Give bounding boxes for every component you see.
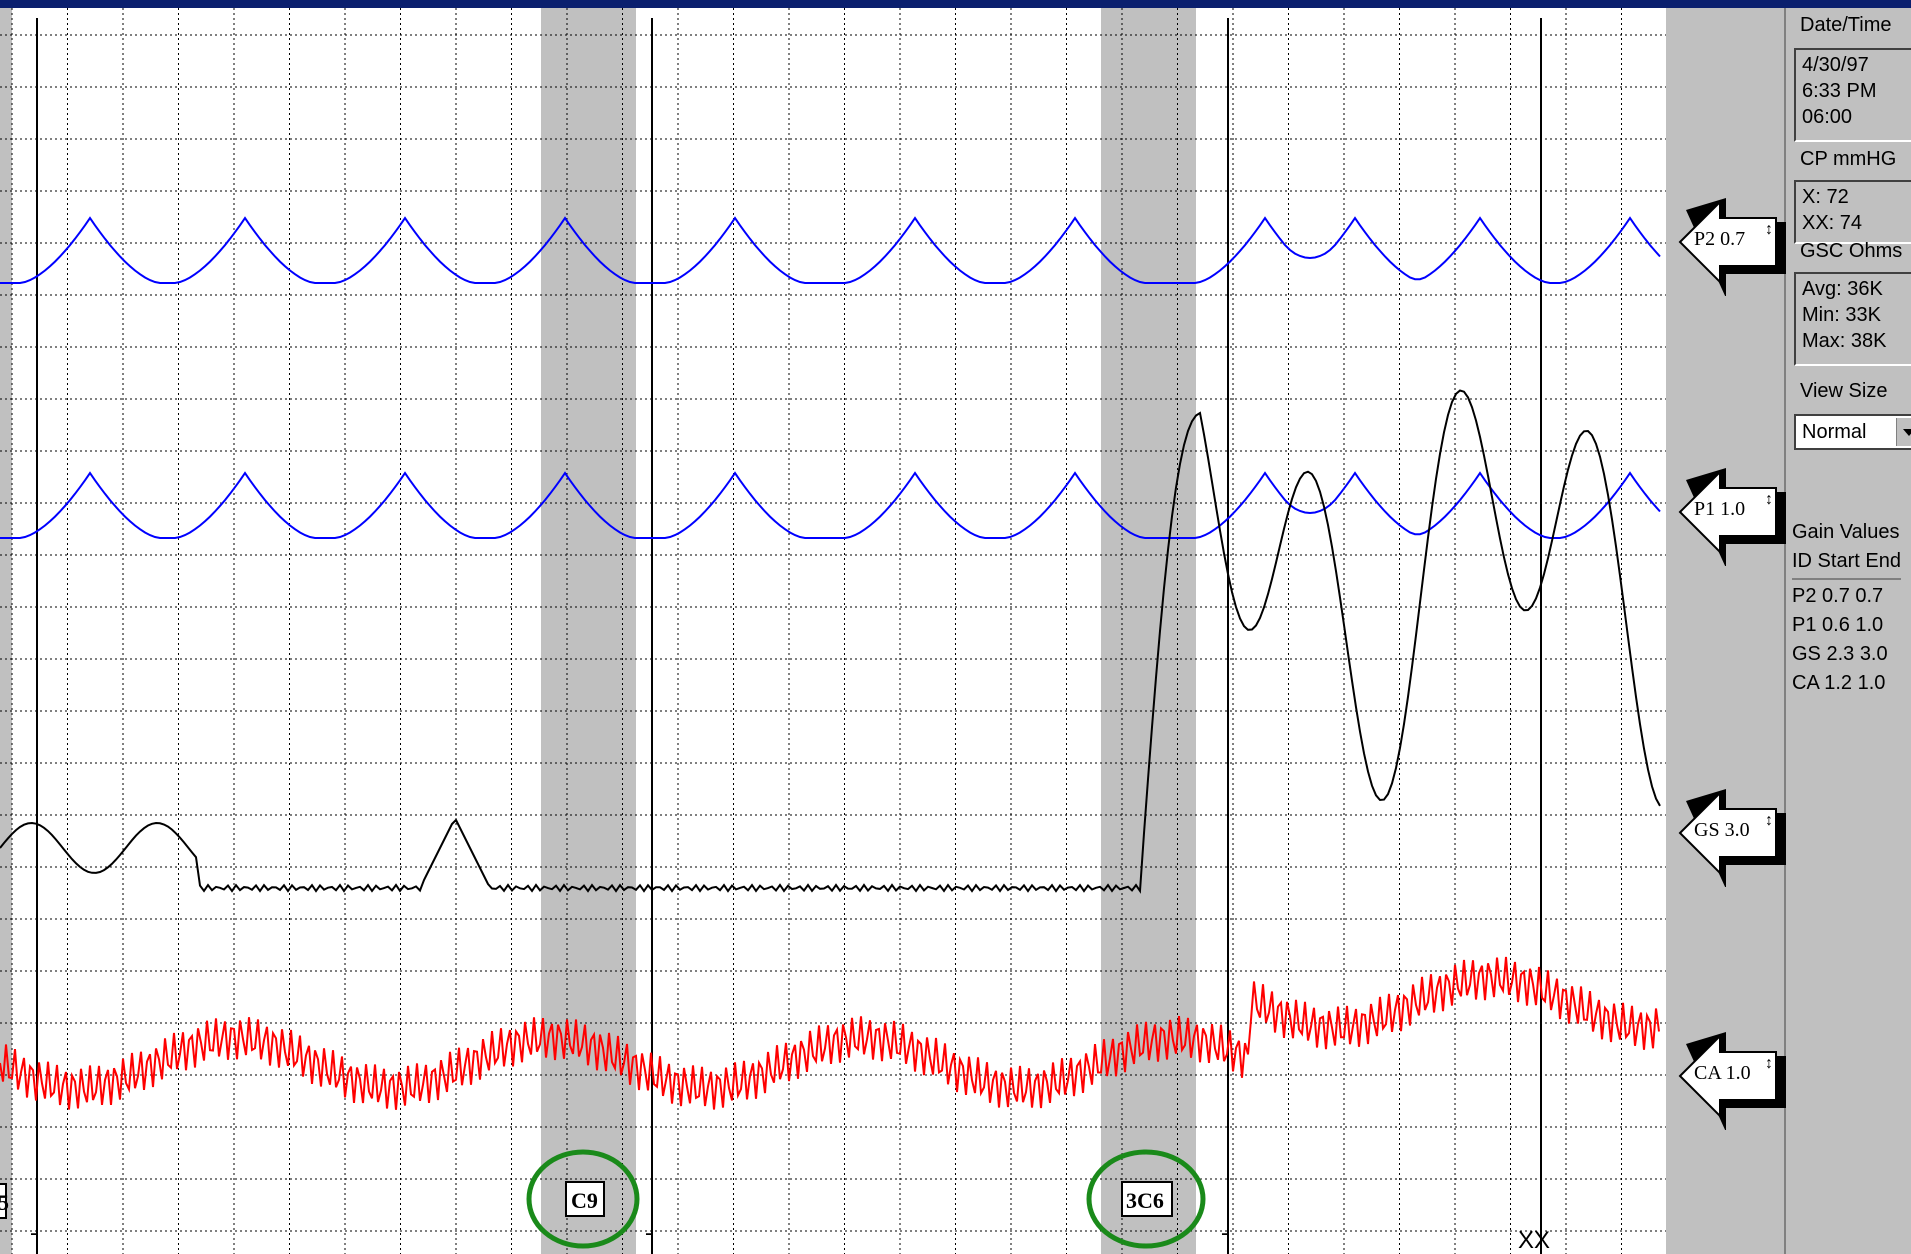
gain-label-p2: P2 0.7 — [1694, 228, 1746, 250]
gain-label-gs: GS 3.0 — [1694, 819, 1750, 841]
cp-header: CP mmHG — [1800, 148, 1897, 170]
view-size-header: View Size — [1800, 380, 1888, 402]
shaded-segment-c9 — [541, 8, 636, 1254]
cp-box: X: 72 XX: 74 — [1794, 180, 1911, 244]
gsc-max-value: Max: 38K — [1802, 330, 1887, 352]
highlight-circle — [526, 1149, 640, 1249]
arrow-left-icon — [1678, 1032, 1786, 1130]
arrow-left-icon — [1678, 468, 1786, 566]
trace-p1 — [0, 471, 1661, 539]
gsc-box: Avg: 36K Min: 33K Max: 38K — [1794, 272, 1911, 366]
gsc-min-value: Min: 33K — [1802, 304, 1881, 326]
tick-mark-3: - — [1221, 1220, 1228, 1245]
gain-row-p1: P1 0.6 1.0 — [1792, 614, 1884, 636]
tick-mark-1: - — [30, 1220, 37, 1245]
gain-values-rows: P2 0.7 0.7 P1 0.6 1.0 GS 2.3 3.0 CA 1.2 … — [1792, 578, 1901, 698]
trace-ca — [0, 956, 1660, 1110]
question-marker-label: 5 — [0, 1190, 9, 1215]
gain-row-gs: GS 2.3 3.0 — [1792, 643, 1888, 665]
spin-arrows-icon[interactable]: ↕ — [1765, 1055, 1773, 1072]
chevron-down-icon[interactable] — [1896, 418, 1911, 446]
view-size-select[interactable]: Normal — [1794, 414, 1911, 450]
date-time-header: Date/Time — [1800, 14, 1892, 36]
tick-mark-2: - — [645, 1220, 652, 1245]
view-size-value: Normal — [1802, 421, 1867, 443]
gain-control-p2[interactable]: P2 0.7 ↕ — [1666, 188, 1786, 308]
trace-gs — [0, 389, 1661, 894]
gsc-header: GSC Ohms — [1800, 240, 1903, 262]
gain-label-p1: P1 1.0 — [1694, 498, 1746, 520]
arrow-left-icon — [1678, 198, 1786, 296]
shaded-segment-left-edge — [0, 8, 12, 1254]
spin-arrows-icon[interactable]: ↕ — [1765, 491, 1773, 508]
trace-p2 — [0, 216, 1661, 284]
gain-label-ca: CA 1.0 — [1694, 1062, 1751, 1084]
question-marker-label: 3C6 — [1126, 1188, 1164, 1213]
spin-arrows-icon[interactable]: ↕ — [1765, 812, 1773, 829]
time-value: 6:33 PM — [1802, 80, 1877, 102]
question-marker-c9[interactable]: C9 — [526, 1149, 640, 1249]
arrow-left-icon — [1678, 789, 1786, 887]
gain-values-header: Gain Values — [1792, 521, 1900, 543]
gain-values-columns: ID Start End — [1792, 550, 1901, 572]
cp-x-value: X: 72 — [1802, 186, 1849, 208]
gain-control-ca[interactable]: CA 1.0 ↕ — [1666, 1022, 1786, 1142]
highlight-circle — [1086, 1149, 1206, 1249]
question-marker-5[interactable]: 5 — [0, 1183, 9, 1219]
date-time-box: 4/30/97 6:33 PM 06:00 — [1794, 48, 1911, 142]
gain-row-p2: P2 0.7 0.7 — [1792, 585, 1884, 607]
strip-divider — [1784, 8, 1786, 1254]
event-marker-xx[interactable]: XX — [1518, 1227, 1550, 1254]
polygraph-chart-canvas: 5 C9 3C6 - - - XX — [0, 8, 1666, 1254]
info-panel: Date/Time 4/30/97 6:33 PM 06:00 CP mmHG … — [1786, 8, 1911, 1254]
gain-values-table: Gain Values ID Start End P2 0.7 0.7 P1 0… — [1792, 518, 1901, 698]
elapsed-value: 06:00 — [1802, 106, 1853, 128]
cp-xx-value: XX: 74 — [1802, 212, 1863, 234]
gain-control-p1[interactable]: P1 1.0 ↕ — [1666, 458, 1786, 578]
spin-arrows-icon[interactable]: ↕ — [1765, 221, 1773, 238]
gain-control-gs[interactable]: GS 3.0 ↕ — [1666, 779, 1786, 899]
question-marker-label: C9 — [571, 1188, 598, 1213]
window-title-bar — [0, 0, 1911, 8]
polygraph-chart: 5 C9 3C6 - - - XX — [0, 8, 1666, 1254]
gain-row-ca: CA 1.2 1.0 — [1792, 672, 1886, 694]
channel-gain-strip: P2 0.7 ↕ P1 1.0 ↕ GS 3.0 ↕ CA 1.0 ↕ — [1666, 8, 1786, 1254]
date-value: 4/30/97 — [1802, 54, 1869, 76]
gsc-avg-value: Avg: 36K — [1802, 278, 1883, 300]
question-marker-3c6[interactable]: 3C6 — [1086, 1149, 1206, 1249]
